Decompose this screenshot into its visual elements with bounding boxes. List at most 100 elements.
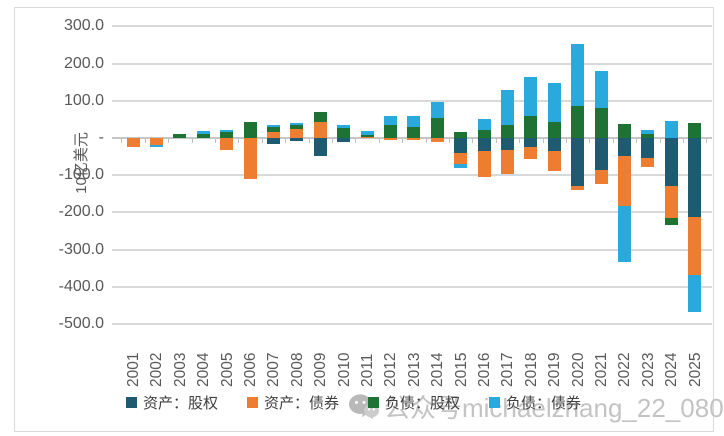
bar-segment[interactable] xyxy=(641,138,655,159)
bar-segment[interactable] xyxy=(571,138,585,186)
gridline xyxy=(112,323,712,325)
bar-segment[interactable] xyxy=(290,125,304,130)
bar-segment[interactable] xyxy=(407,138,421,140)
bar-segment[interactable] xyxy=(126,138,140,148)
x-tick-label: 2009 xyxy=(312,352,330,387)
bar-segment[interactable] xyxy=(266,132,280,138)
bar-segment[interactable] xyxy=(524,77,538,116)
bar-segment[interactable] xyxy=(383,116,397,126)
x-tick-label: 2019 xyxy=(546,352,564,387)
bar-segment[interactable] xyxy=(149,145,163,148)
bar-segment[interactable] xyxy=(594,138,608,170)
bar-segment[interactable] xyxy=(547,122,561,138)
legend-item-3[interactable]: 负债：债券 xyxy=(489,392,581,413)
bar-segment[interactable] xyxy=(220,132,234,138)
bar-segment[interactable] xyxy=(641,158,655,167)
bar-segment[interactable] xyxy=(383,125,397,138)
bar-segment[interactable] xyxy=(524,138,538,148)
bar-segment[interactable] xyxy=(220,138,234,150)
bar-segment[interactable] xyxy=(664,120,678,138)
bar-segment[interactable] xyxy=(430,138,444,142)
bar-segment[interactable] xyxy=(524,147,538,159)
bar-segment[interactable] xyxy=(430,117,444,138)
bar-segment[interactable] xyxy=(617,138,631,156)
bar-segment[interactable] xyxy=(500,89,514,125)
bar-segment[interactable] xyxy=(290,129,304,138)
bar-segment[interactable] xyxy=(594,71,608,109)
bar-segment[interactable] xyxy=(454,152,468,165)
bar-segment[interactable] xyxy=(477,119,491,130)
bar-segment[interactable] xyxy=(266,138,280,145)
bar-segment[interactable] xyxy=(243,122,257,138)
bar-segment[interactable] xyxy=(571,185,585,191)
bar-segment[interactable] xyxy=(571,43,585,106)
bar-segment[interactable] xyxy=(477,138,491,152)
category-tick xyxy=(191,138,193,143)
bar-segment[interactable] xyxy=(641,133,655,138)
bar-segment[interactable] xyxy=(220,130,234,133)
bar-segment[interactable] xyxy=(266,127,280,133)
bar-segment[interactable] xyxy=(547,82,561,123)
bar-segment[interactable] xyxy=(477,129,491,138)
bar-segment[interactable] xyxy=(688,274,702,313)
x-tick-label: 2014 xyxy=(429,352,447,387)
bar-segment[interactable] xyxy=(290,123,304,126)
bar-segment[interactable] xyxy=(196,131,210,134)
category-tick xyxy=(261,138,263,143)
y-tick-label: - xyxy=(98,129,104,146)
bar-segment[interactable] xyxy=(360,134,374,137)
bar-segment[interactable] xyxy=(688,123,702,138)
bar-segment[interactable] xyxy=(524,115,538,138)
bar-segment[interactable] xyxy=(477,151,491,178)
y-axis-title: 10亿美元 xyxy=(73,132,90,194)
bar-segment[interactable] xyxy=(407,126,421,138)
bar-segment[interactable] xyxy=(337,127,351,138)
legend-label: 资产：股权 xyxy=(143,395,219,412)
legend-item-2[interactable]: 负债：股权 xyxy=(368,392,460,413)
bar-segment[interactable] xyxy=(173,133,187,138)
bar-segment[interactable] xyxy=(360,131,374,135)
bar-segment[interactable] xyxy=(407,116,421,127)
bar-segment[interactable] xyxy=(266,124,280,128)
bar-segment[interactable] xyxy=(664,138,678,186)
bar-segment[interactable] xyxy=(360,136,374,138)
bar-segment[interactable] xyxy=(337,138,351,142)
bar-segment[interactable] xyxy=(430,101,444,118)
bar-segment[interactable] xyxy=(594,169,608,185)
bar-segment[interactable] xyxy=(196,133,210,138)
y-tick-label: -200.0 xyxy=(58,203,104,221)
category-tick xyxy=(168,138,170,143)
bar-segment[interactable] xyxy=(617,155,631,207)
bar-segment[interactable] xyxy=(243,138,257,179)
bar-segment[interactable] xyxy=(313,111,327,122)
bar-segment[interactable] xyxy=(500,124,514,138)
bar-segment[interactable] xyxy=(547,138,561,152)
bar-segment[interactable] xyxy=(454,132,468,138)
bar-segment[interactable] xyxy=(149,138,163,146)
bar-segment[interactable] xyxy=(313,138,327,157)
bar-segment[interactable] xyxy=(688,138,702,217)
legend-item-1[interactable]: 资产：债券 xyxy=(247,392,339,413)
bar-segment[interactable] xyxy=(547,151,561,172)
bar-segment[interactable] xyxy=(571,106,585,138)
bar-segment[interactable] xyxy=(594,108,608,138)
bar-segment[interactable] xyxy=(664,218,678,226)
bar-segment[interactable] xyxy=(617,206,631,262)
bar-segment[interactable] xyxy=(337,125,351,128)
category-tick xyxy=(495,138,497,143)
legend-item-0[interactable]: 资产：股权 xyxy=(126,392,218,413)
bar-segment[interactable] xyxy=(454,164,468,169)
bar-segment[interactable] xyxy=(454,138,468,153)
bar-segment[interactable] xyxy=(290,138,304,141)
y-tick-label: -300.0 xyxy=(58,240,104,258)
bar-segment[interactable] xyxy=(500,138,514,151)
bar-segment[interactable] xyxy=(617,123,631,138)
y-tick-label: 200.0 xyxy=(63,54,104,72)
bar-segment[interactable] xyxy=(641,129,655,134)
bar-segment[interactable] xyxy=(500,150,514,175)
legend-label: 负债：债券 xyxy=(506,395,582,412)
bar-segment[interactable] xyxy=(313,122,327,138)
bar-segment[interactable] xyxy=(383,138,397,141)
bar-segment[interactable] xyxy=(688,216,702,275)
bar-segment[interactable] xyxy=(664,185,678,219)
